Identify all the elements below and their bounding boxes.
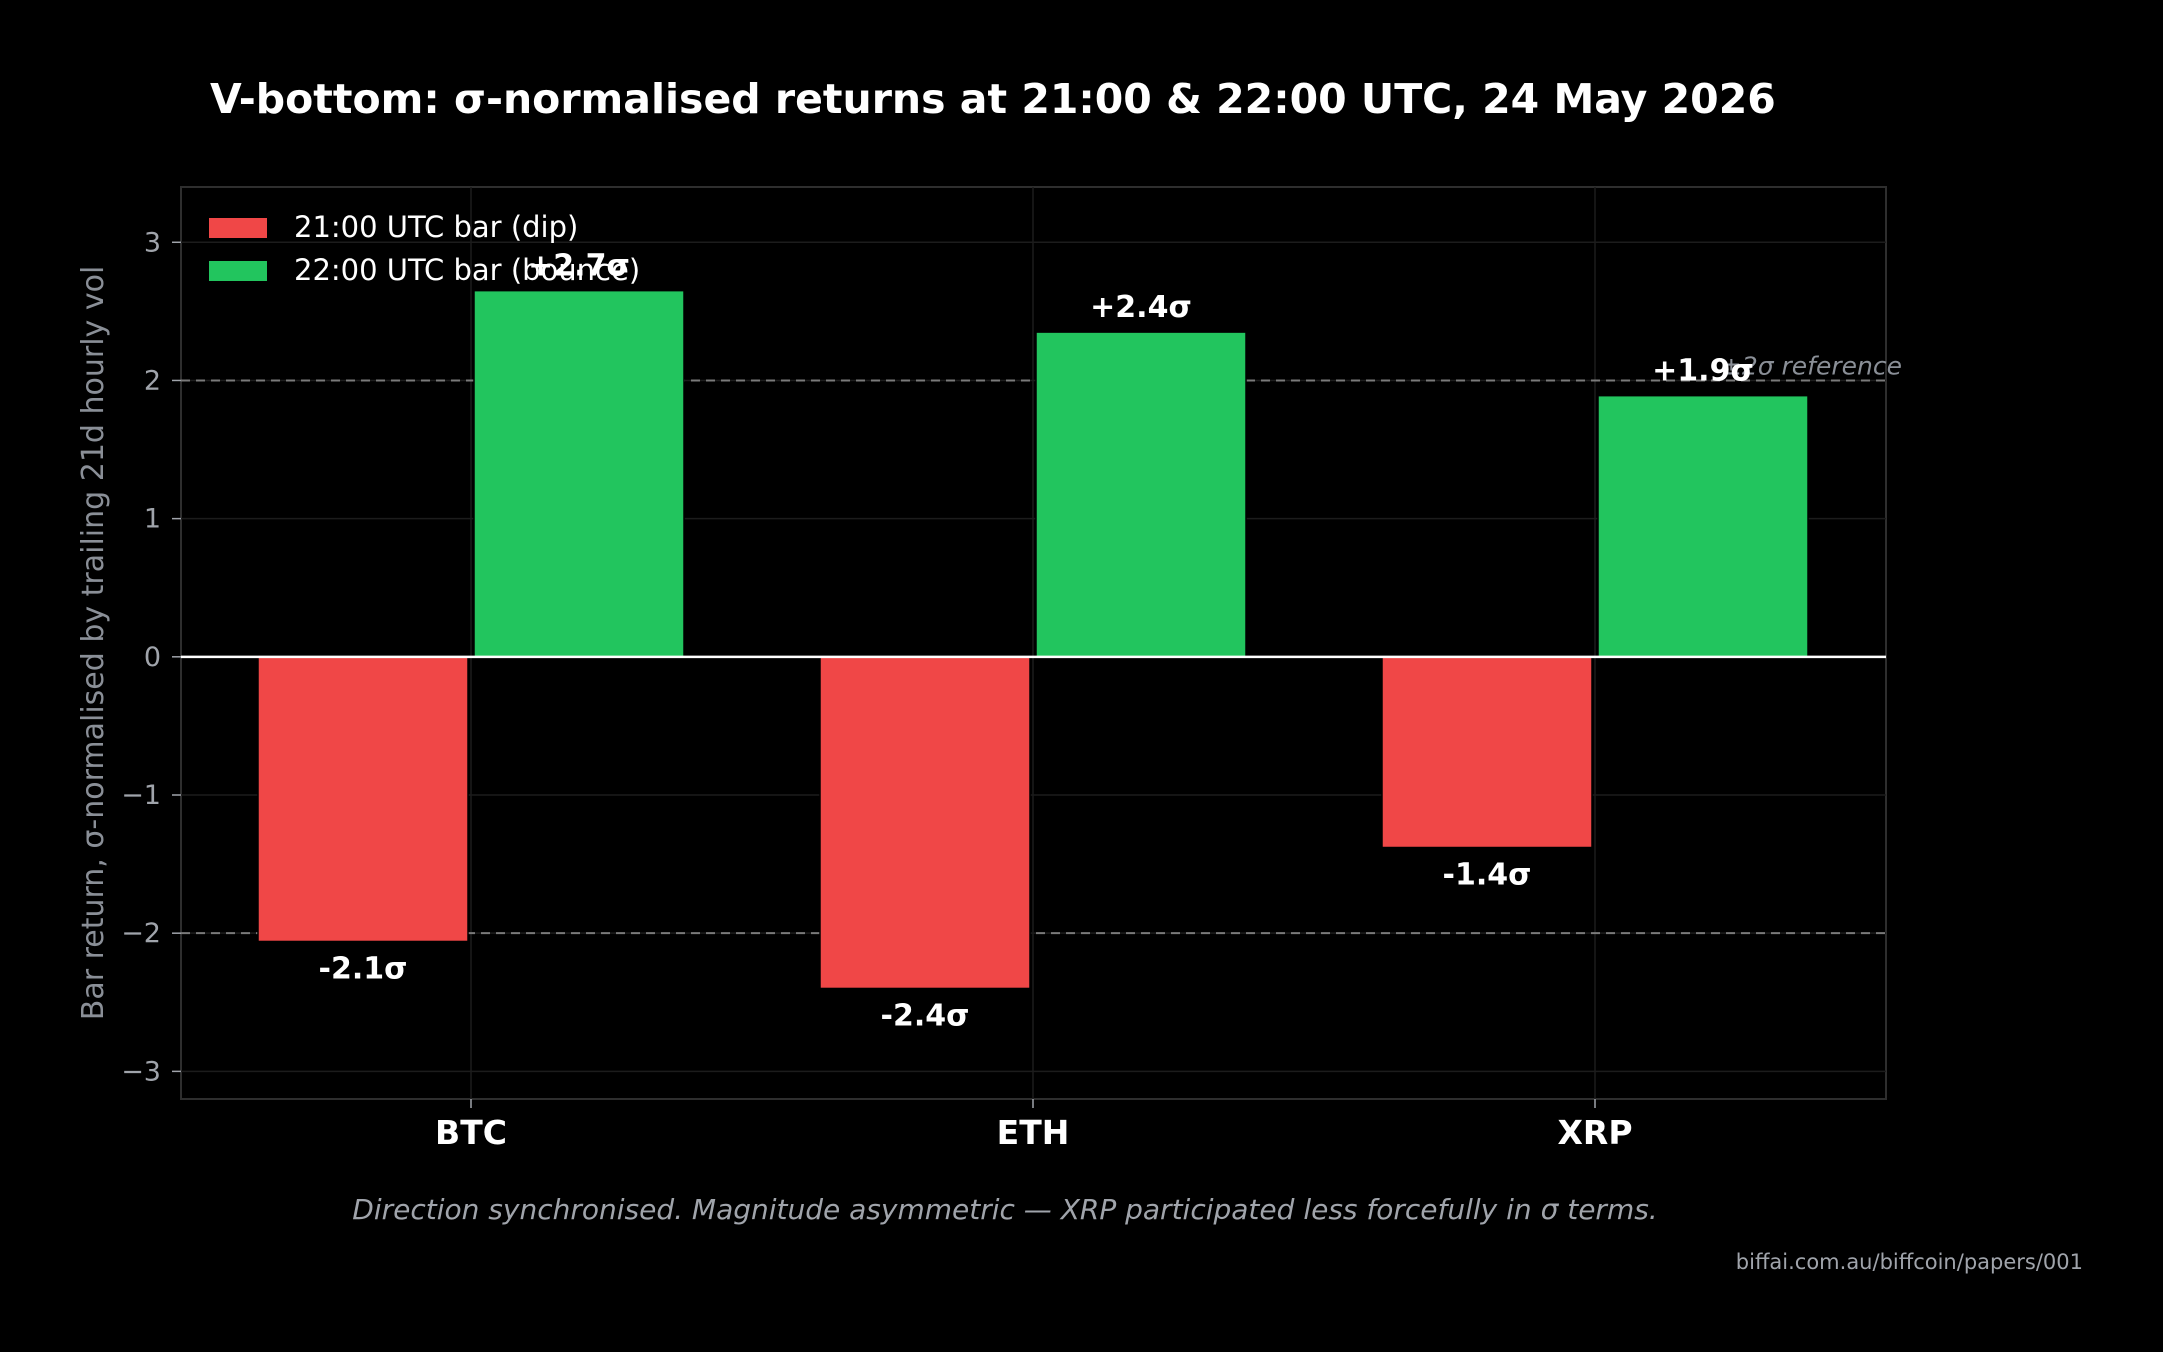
y-tick-label: 3 <box>144 227 161 258</box>
source-credit: biffai.com.au/biffcoin/papers/001 <box>1736 1250 2083 1274</box>
legend: 21:00 UTC bar (dip) 22:00 UTC bar (bounce… <box>209 210 640 287</box>
legend-swatch-dip <box>209 218 267 238</box>
x-tick-label-btc: BTC <box>435 1113 507 1152</box>
data-label-btc-bounce: +2.7σ <box>528 249 630 284</box>
bar-eth-dip <box>819 656 1031 990</box>
bar-xrp-dip <box>1381 656 1593 849</box>
legend-swatch-bounce <box>209 261 267 281</box>
legend-label-bounce: 22:00 UTC bar (bounce) <box>294 253 640 287</box>
y-tick-label: −1 <box>121 780 161 811</box>
data-labels: -2.1σ -2.4σ -1.4σ +2.7σ +2.4σ +1.9σ <box>319 249 1754 1034</box>
data-label-eth-bounce: +2.4σ <box>1090 290 1192 325</box>
y-axis-label: Bar return, σ-normalised by trailing 21d… <box>76 266 111 1021</box>
bar-xrp-bounce <box>1597 394 1809 658</box>
bars <box>257 289 1809 990</box>
data-label-xrp-bounce: +1.9σ <box>1652 354 1754 389</box>
y-tick-label: 2 <box>144 365 161 396</box>
bar-eth-bounce <box>1035 331 1247 658</box>
y-tick-label: −3 <box>121 1056 161 1087</box>
reference-line-label: ±2σ reference <box>1721 351 1902 380</box>
data-label-xrp-dip: -1.4σ <box>1443 858 1532 893</box>
y-axis-ticks: 3 2 1 0 −1 −2 −3 <box>121 227 181 1087</box>
bar-btc-bounce <box>473 289 685 658</box>
chart-title: V-bottom: σ-normalised returns at 21:00 … <box>210 75 1776 123</box>
y-tick-label: −2 <box>121 918 161 949</box>
x-tick-label-eth: ETH <box>997 1113 1070 1152</box>
plot-area: ±2σ reference -2.1σ -2.4σ -1.4σ +2.7σ +2.4σ +… <box>180 186 1902 1100</box>
chart-caption: Direction synchronised. Magnitude asymme… <box>352 1193 1657 1226</box>
data-label-btc-dip: -2.1σ <box>319 951 408 986</box>
reference-lines: ±2σ reference <box>181 351 1902 935</box>
y-tick-label: 0 <box>144 642 161 673</box>
legend-label-dip: 21:00 UTC bar (dip) <box>294 210 578 244</box>
bar-btc-dip <box>257 656 469 943</box>
y-tick-label: 1 <box>144 504 161 535</box>
x-axis-ticks: BTC ETH XRP <box>435 1099 1633 1152</box>
data-label-eth-dip: -2.4σ <box>881 998 970 1033</box>
x-tick-label-xrp: XRP <box>1557 1113 1632 1152</box>
